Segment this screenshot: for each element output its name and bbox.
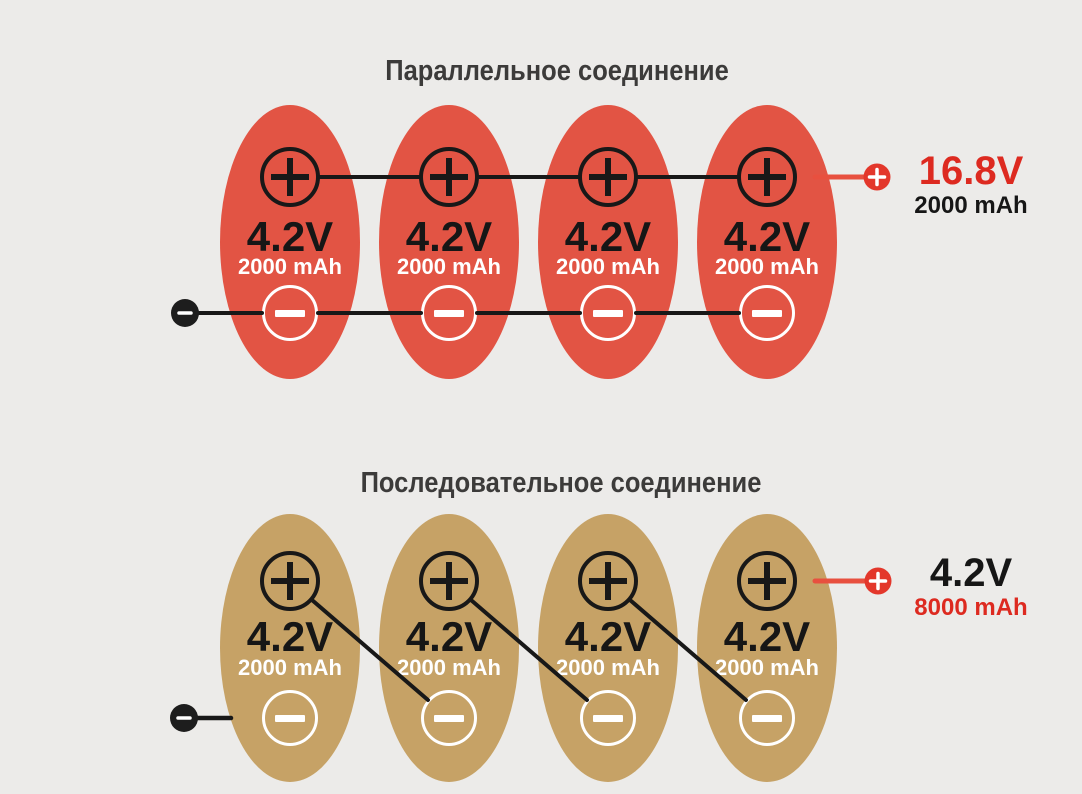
parallel-output-label: 16.8V 2000 mAh [886, 150, 1056, 219]
plus-terminal-icon [260, 551, 320, 611]
minus-terminal-icon [262, 285, 318, 341]
parallel-battery-2: 4.2V 2000 mAh [379, 105, 519, 379]
battery-capacity: 2000 mAh [556, 655, 660, 680]
battery-capacity: 2000 mAh [238, 254, 342, 279]
battery-capacity: 2000 mAh [238, 655, 342, 680]
negative-output-terminal-icon [171, 299, 199, 327]
battery-capacity: 2000 mAh [715, 254, 819, 279]
minus-terminal-icon [580, 285, 636, 341]
minus-terminal-icon [421, 285, 477, 341]
parallel-battery-4: 4.2V 2000 mAh [697, 105, 837, 379]
output-capacity: 8000 mAh [914, 594, 1028, 621]
plus-terminal-icon [737, 551, 797, 611]
battery-voltage: 4.2V [723, 613, 811, 660]
negative-output-terminal-icon [170, 704, 198, 732]
plus-terminal-icon [737, 147, 797, 207]
minus-terminal-icon [262, 690, 318, 746]
battery-capacity: 2000 mAh [397, 655, 501, 680]
battery-capacity: 2000 mAh [397, 254, 501, 279]
battery-voltage: 4.2V [564, 213, 652, 260]
series-output-label: 4.2V 8000 mAh [886, 552, 1056, 621]
series-battery-2: 4.2V 2000 mAh [379, 514, 519, 782]
plus-terminal-icon [578, 551, 638, 611]
output-voltage: 16.8V [918, 149, 1024, 193]
minus-terminal-icon [739, 285, 795, 341]
series-battery-4: 4.2V 2000 mAh [697, 514, 837, 782]
series-section-title: Последовательное соединение [360, 467, 762, 499]
battery-voltage: 4.2V [246, 213, 334, 260]
plus-terminal-icon [419, 551, 479, 611]
output-voltage: 4.2V [929, 551, 1013, 595]
wire-series-link [310, 598, 748, 702]
series-battery-3: 4.2V 2000 mAh [538, 514, 678, 782]
output-capacity: 2000 mAh [914, 192, 1028, 219]
battery-voltage: 4.2V [246, 613, 334, 660]
parallel-battery-3: 4.2V 2000 mAh [538, 105, 678, 379]
battery-capacity: 2000 mAh [556, 254, 660, 279]
parallel-section-title: Параллельное соединение [385, 55, 729, 87]
series-battery-1: 4.2V 2000 mAh [220, 514, 360, 782]
battery-voltage: 4.2V [564, 613, 652, 660]
battery-voltage: 4.2V [405, 613, 493, 660]
plus-terminal-icon [260, 147, 320, 207]
plus-terminal-icon [578, 147, 638, 207]
battery-voltage: 4.2V [723, 213, 811, 260]
parallel-battery-1: 4.2V 2000 mAh [220, 105, 360, 379]
minus-terminal-icon [421, 690, 477, 746]
minus-terminal-icon [739, 690, 795, 746]
battery-capacity: 2000 mAh [715, 655, 819, 680]
battery-voltage: 4.2V [405, 213, 493, 260]
minus-terminal-icon [580, 690, 636, 746]
plus-terminal-icon [419, 147, 479, 207]
